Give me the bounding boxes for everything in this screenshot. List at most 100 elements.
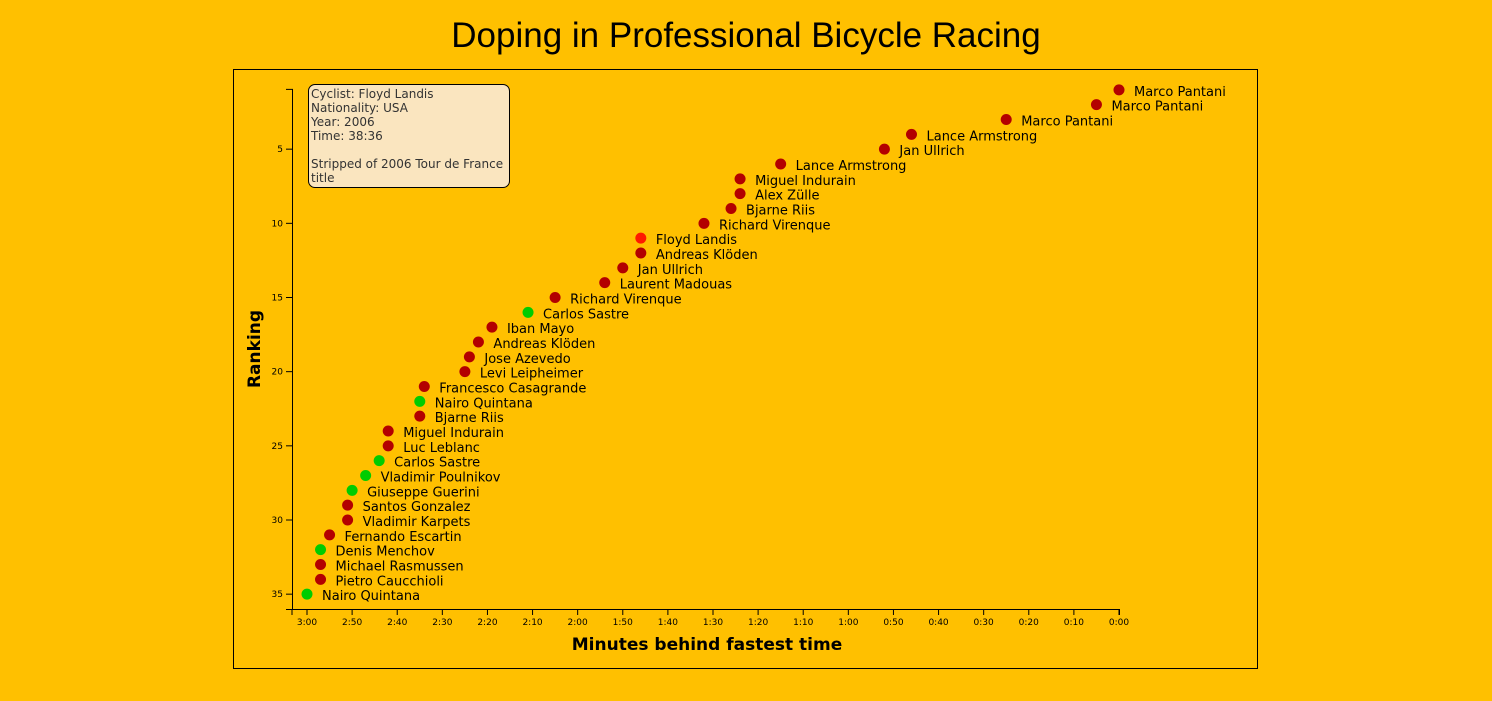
data-point[interactable] (1113, 84, 1125, 96)
data-point-label: Lance Armstrong (796, 159, 907, 174)
data-point-label: Laurent Madouas (620, 278, 733, 293)
x-tick-label: 2:20 (477, 618, 497, 628)
data-point-label: Denis Menchov (336, 545, 436, 560)
data-point-label: Nairo Quintana (435, 396, 533, 411)
x-tick-label: 1:20 (748, 618, 768, 628)
data-point-label: Giuseppe Guerini (367, 485, 479, 500)
y-axis-line (286, 88, 293, 610)
data-point[interactable] (418, 381, 430, 392)
data-point[interactable] (342, 514, 354, 526)
tooltip-note: Stripped of 2006 Tour de France title (311, 157, 504, 185)
data-point[interactable] (342, 499, 354, 511)
x-tick-label: 1:50 (613, 618, 633, 628)
data-point[interactable] (459, 366, 471, 378)
x-tick-label: 0:40 (928, 618, 948, 628)
data-point-label: Marco Pantani (1021, 115, 1113, 130)
data-point-label: Francesco Casagrande (439, 382, 586, 397)
data-point-label: Bjarne Riis (746, 204, 815, 219)
x-tick-label: 0:30 (974, 618, 994, 628)
data-point[interactable] (472, 336, 484, 348)
data-point-label: Carlos Sastre (543, 307, 629, 322)
data-point[interactable] (301, 588, 313, 600)
tooltip: Cyclist: Floyd Landis Nationality: USA Y… (308, 84, 510, 188)
data-point-label: Floyd Landis (656, 233, 737, 248)
data-point-label: Iban Mayo (507, 322, 574, 337)
x-tick-label: 2:10 (522, 618, 542, 628)
data-point[interactable] (315, 573, 327, 585)
data-point[interactable] (382, 425, 394, 437)
data-point[interactable] (617, 262, 629, 274)
x-tick-label: 2:00 (568, 618, 588, 628)
y-tick-label: 30 (272, 516, 284, 526)
y-axis-title: Ranking (245, 310, 265, 388)
tooltip-nationality: Nationality: USA (311, 101, 408, 115)
data-point-label: Fernando Escartin (345, 530, 462, 545)
data-point-label: Andreas Klöden (493, 337, 595, 352)
data-point[interactable] (463, 351, 475, 363)
y-tick-label: 35 (272, 590, 283, 600)
data-point[interactable] (324, 529, 336, 541)
data-point[interactable] (382, 440, 394, 452)
data-point[interactable] (522, 306, 534, 318)
data-point[interactable] (599, 277, 611, 289)
data-point-label: Richard Virenque (570, 293, 682, 308)
data-point[interactable] (315, 559, 327, 570)
data-point[interactable] (1000, 114, 1012, 125)
data-point[interactable] (635, 232, 647, 244)
data-point[interactable] (1090, 99, 1102, 111)
data-point-label: Jan Ullrich (637, 263, 703, 278)
x-tick-label: 0:20 (1019, 618, 1039, 628)
tooltip-cyclist: Cyclist: Floyd Landis (311, 87, 434, 101)
x-tick-label: 2:50 (342, 618, 362, 628)
x-tick-label: 3:00 (297, 618, 317, 628)
x-tick-label: 2:30 (432, 618, 452, 628)
data-point-label: Luc Leblanc (403, 441, 480, 456)
data-point-label: Vladimir Poulnikov (381, 471, 501, 486)
data-point[interactable] (346, 484, 358, 496)
y-tick-label: 5 (277, 145, 283, 155)
y-tick-label: 10 (272, 219, 284, 229)
data-point-label: Miguel Indurain (755, 174, 856, 189)
data-point[interactable] (725, 203, 737, 214)
data-point[interactable] (414, 410, 426, 422)
x-tick-label: 1:10 (793, 618, 813, 628)
data-point[interactable] (360, 470, 372, 481)
data-point[interactable] (698, 217, 710, 229)
data-point-label: Marco Pantani (1134, 85, 1226, 100)
data-point-label: Michael Rasmussen (336, 560, 464, 575)
x-tick-label: 0:00 (1109, 618, 1129, 628)
data-point-label: Andreas Klöden (656, 248, 758, 263)
y-tick-label: 20 (272, 368, 284, 378)
data-point-label: Jan Ullrich (898, 144, 964, 159)
x-axis: 3:00 2:50 2:40 2:30 2:20 2:10 2:00 1:50 1:40 1:30… (291, 609, 1129, 628)
data-point[interactable] (775, 158, 787, 170)
data-point-label: Nairo Quintana (322, 589, 420, 604)
data-point[interactable] (905, 128, 917, 140)
x-tick-label: 1:00 (838, 618, 858, 628)
data-point[interactable] (734, 173, 746, 185)
y-tick-label: 15 (272, 294, 283, 304)
x-axis-title: Minutes behind fastest time (572, 635, 842, 655)
x-tick-label: 1:30 (703, 618, 723, 628)
data-point-label: Lance Armstrong (926, 129, 1037, 144)
y-axis: 5 10 15 20 25 30 35 (272, 88, 293, 610)
data-point[interactable] (734, 188, 746, 200)
data-point-label: Pietro Caucchioli (336, 574, 444, 589)
data-point[interactable] (486, 321, 498, 333)
data-point[interactable] (315, 544, 327, 556)
tooltip-time: Time: 38:36 (311, 129, 383, 143)
chart-frame (233, 69, 1258, 669)
data-point-label: Vladimir Karpets (363, 515, 471, 530)
data-point[interactable] (635, 247, 647, 259)
data-point[interactable] (549, 292, 561, 303)
data-point[interactable] (878, 143, 890, 155)
x-tick-label: 1:40 (658, 618, 678, 628)
y-tick-label: 25 (272, 442, 283, 452)
tooltip-year: Year: 2006 (311, 115, 375, 129)
x-tick-label: 0:50 (883, 618, 903, 628)
data-point[interactable] (373, 455, 385, 467)
data-point[interactable] (414, 395, 426, 407)
data-point-label: Richard Virenque (719, 218, 831, 233)
